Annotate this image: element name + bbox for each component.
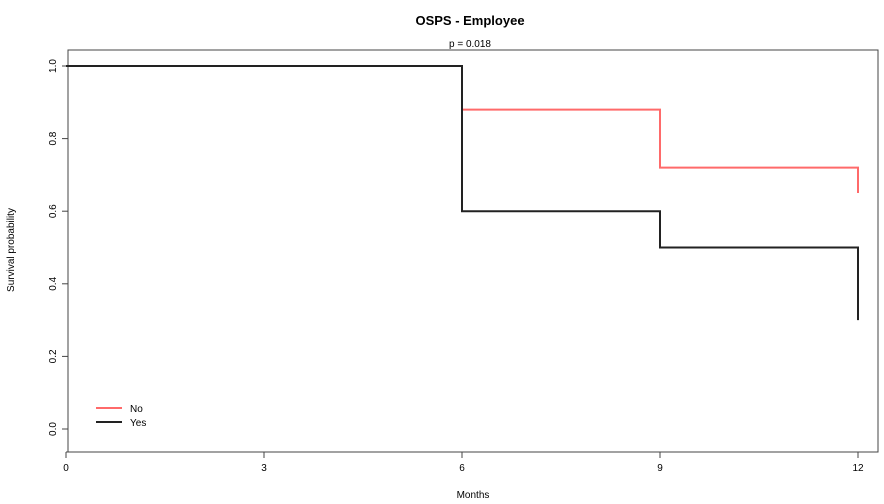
x-tick-label: 6 bbox=[459, 463, 465, 474]
y-tick-label: 0.4 bbox=[48, 276, 59, 290]
x-axis-label: Months bbox=[457, 490, 490, 501]
series-line-yes bbox=[66, 65, 859, 321]
y-tick-label: 1.0 bbox=[48, 59, 59, 73]
series-group bbox=[66, 65, 859, 321]
axes-group: 0 3 6 9 12 0.0 0.2 0.4 0.6 0.8 1.0 bbox=[48, 59, 864, 474]
legend-label-no: No bbox=[130, 404, 143, 415]
legend: No Yes bbox=[96, 404, 146, 429]
x-tick-label: 3 bbox=[261, 463, 267, 474]
chart-subtitle: p = 0.018 bbox=[449, 39, 491, 50]
y-axis-label: Survival probability bbox=[6, 208, 17, 292]
x-tick-label: 12 bbox=[852, 463, 864, 474]
y-tick-label: 0.0 bbox=[48, 422, 59, 436]
y-tick-label: 0.8 bbox=[48, 131, 59, 145]
legend-label-yes: Yes bbox=[130, 418, 146, 429]
y-tick-label: 0.2 bbox=[48, 349, 59, 363]
y-tick-label: 0.6 bbox=[48, 204, 59, 218]
chart-title: OSPS - Employee bbox=[415, 13, 524, 28]
x-tick-label: 0 bbox=[63, 463, 69, 474]
x-tick-label: 9 bbox=[657, 463, 663, 474]
